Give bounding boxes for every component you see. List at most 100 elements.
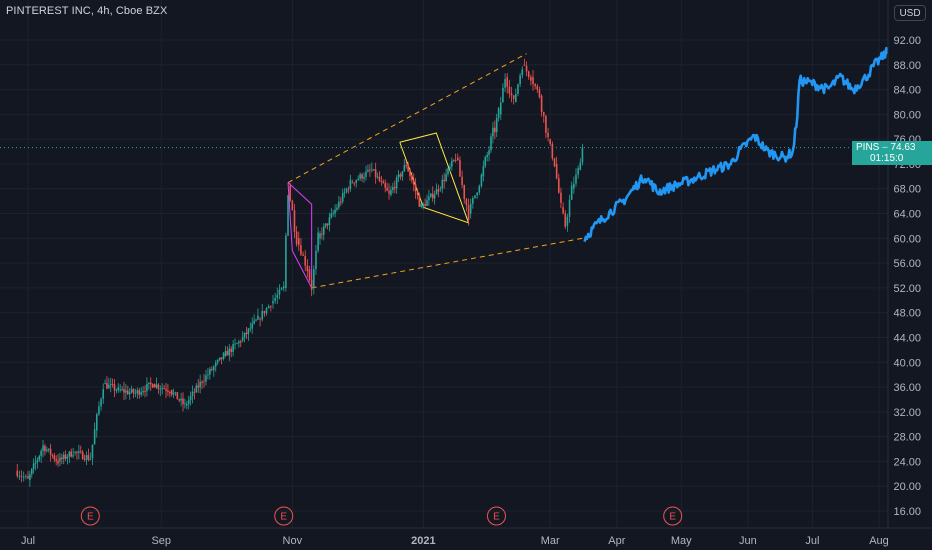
earnings-marker-label: E — [280, 512, 287, 523]
candle-body — [282, 286, 285, 289]
y-tick-label: 88.00 — [893, 60, 921, 72]
candle-body — [61, 457, 63, 459]
candle-body — [558, 178, 560, 193]
candle-body — [176, 392, 179, 400]
time-axis-bg — [0, 528, 932, 550]
candle-body — [409, 171, 411, 177]
channel-upper-line[interactable] — [287, 53, 527, 183]
candle-body — [70, 451, 73, 457]
candle-body — [365, 171, 367, 177]
candle-body — [380, 180, 383, 182]
candle-body — [195, 385, 198, 393]
candle-body — [184, 403, 186, 405]
candle-body — [382, 181, 385, 184]
candle-body — [20, 475, 23, 477]
candle-body — [64, 454, 67, 459]
candle-body — [570, 185, 573, 200]
candle-body — [517, 84, 519, 94]
candle-body — [343, 192, 346, 193]
earnings-marker[interactable] — [274, 506, 294, 526]
candle-body — [146, 383, 148, 392]
y-tick-label: 68.00 — [893, 184, 921, 196]
candle-body — [95, 414, 98, 431]
candle-body — [180, 398, 182, 401]
candle-body — [205, 375, 207, 382]
earnings-marker[interactable] — [486, 506, 506, 526]
candle-body — [255, 319, 257, 321]
candle-body — [267, 306, 270, 309]
candle-body — [465, 198, 468, 206]
y-tick-label: 20.00 — [893, 481, 921, 493]
candle-body — [174, 392, 177, 394]
x-tick-label: Mar — [541, 535, 560, 547]
candle-body — [140, 392, 142, 395]
candle-body — [484, 156, 487, 167]
y-tick-label: 16.00 — [893, 506, 921, 518]
candle-body — [369, 169, 371, 171]
bar-countdown: 01:15:0 — [870, 153, 904, 164]
candle-body — [492, 127, 494, 137]
candle-body — [27, 476, 29, 479]
candle-body — [422, 204, 424, 208]
candle-body — [214, 362, 217, 367]
y-tick-label: 36.00 — [893, 382, 921, 394]
candle-body — [353, 182, 356, 184]
candle-body — [127, 390, 129, 395]
last-price-label: PINS – 74.63 01:15:0 — [852, 141, 932, 165]
candle-body — [538, 89, 541, 98]
candle-body — [562, 207, 564, 214]
candle-body — [540, 95, 543, 112]
candle-body — [189, 396, 192, 401]
candle-body — [390, 190, 392, 195]
candle-body — [474, 195, 476, 198]
y-tick-label: 84.00 — [893, 85, 921, 97]
candle-body — [165, 388, 167, 391]
magenta-pattern[interactable] — [287, 182, 313, 289]
candle-body — [106, 383, 108, 389]
candle-body — [85, 455, 88, 460]
projection-series — [583, 21, 930, 243]
currency-button[interactable]: USD — [894, 5, 926, 21]
candle-body — [476, 192, 478, 196]
candle-body — [216, 360, 219, 363]
time-axis[interactable]: Jul Sep Nov 2021 Mar Apr May Jun Jul Aug — [0, 527, 932, 550]
channel-lower-line[interactable] — [311, 237, 583, 289]
candle-body — [91, 444, 94, 459]
candle-body — [113, 384, 116, 391]
candle-body — [502, 87, 504, 103]
y-tick-label: 24.00 — [893, 456, 921, 468]
pattern-drawings[interactable] — [287, 132, 470, 289]
candle-body — [72, 455, 74, 457]
candle-body — [551, 144, 554, 159]
x-tick-label: Jun — [739, 535, 757, 547]
candle-body — [270, 306, 272, 307]
earnings-marker-label: E — [493, 512, 500, 523]
candle-body — [506, 77, 509, 87]
candle-body — [392, 187, 394, 191]
candle-body — [289, 185, 291, 201]
candle-body — [151, 384, 154, 388]
candle-body — [451, 160, 453, 167]
price-axis[interactable]: 16.00 20.00 24.00 28.00 32.00 36.00 40.00 44.00… — [887, 0, 932, 550]
candle-body — [341, 192, 344, 202]
candle-body — [98, 406, 100, 415]
candle-body — [293, 210, 296, 232]
channel-lines[interactable] — [287, 53, 583, 289]
earnings-marker[interactable] — [663, 506, 683, 526]
candle-body — [241, 337, 244, 341]
candle-body — [376, 176, 379, 178]
candle-body — [478, 186, 481, 193]
candle-body — [553, 158, 556, 167]
candle-body — [170, 390, 173, 395]
candle-body — [32, 463, 35, 469]
candle-body — [220, 357, 223, 360]
earnings-marker[interactable] — [80, 506, 100, 526]
candle-body — [253, 320, 255, 324]
candle-body — [22, 476, 25, 478]
candle-body — [199, 381, 201, 388]
candle-body — [317, 232, 319, 251]
candle-body — [328, 217, 331, 226]
candle-body — [560, 192, 562, 203]
